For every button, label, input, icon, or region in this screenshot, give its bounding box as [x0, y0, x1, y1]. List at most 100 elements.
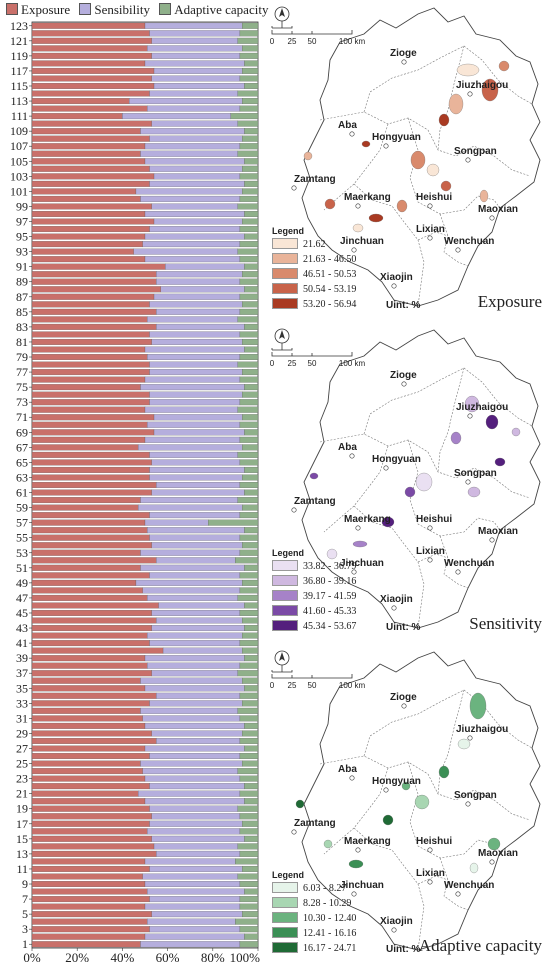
bar-sensibility-121 [151, 37, 238, 44]
bar-adaptive-38 [239, 662, 259, 669]
bar-row-8 [31, 888, 259, 895]
bar-sensibility-18 [151, 813, 241, 820]
bar-adaptive-110 [237, 120, 259, 127]
bar-row-95 [31, 233, 259, 240]
y-tick-label-37: 37 [16, 666, 28, 680]
bar-sensibility-89 [156, 278, 241, 285]
y-tick-label-83: 83 [16, 320, 28, 334]
bar-sensibility-72 [144, 406, 238, 413]
bar-sensibility-93 [133, 248, 238, 255]
bar-sensibility-67 [138, 444, 243, 451]
map-legend-label-5: 45.34 - 53.67 [303, 621, 357, 632]
city-marker-1 [401, 703, 407, 709]
bar-sensibility-6 [144, 903, 241, 910]
bar-row-75 [31, 384, 259, 391]
y-tick-label-73: 73 [16, 395, 28, 409]
bar-sensibility-106 [140, 150, 238, 157]
bar-adaptive-71 [242, 414, 259, 421]
y-tick-label-93: 93 [16, 245, 28, 259]
bar-exposure-24 [31, 768, 143, 775]
bar-row-107 [31, 143, 259, 150]
map-label-songpan: Songpan [454, 790, 497, 801]
bar-exposure-56 [31, 527, 148, 534]
y-tick-label-19: 19 [16, 802, 28, 816]
bar-adaptive-82 [239, 331, 259, 338]
bar-adaptive-28 [239, 737, 259, 744]
map-label-wenchuan: Wenchuan [444, 558, 495, 569]
map-legend-label-3: 46.51 - 50.53 [303, 269, 357, 280]
bar-sensibility-11 [149, 865, 243, 872]
map-label-zioge: Zioge [390, 692, 417, 703]
bar-sensibility-69 [153, 429, 245, 436]
bar-sensibility-76 [144, 376, 241, 383]
bar-exposure-89 [31, 278, 157, 285]
bar-adaptive-67 [242, 444, 259, 451]
county-boundary-3 [427, 451, 531, 499]
bar-row-37 [31, 670, 259, 677]
city-marker-1 [401, 381, 407, 387]
scale-label-2: 25 [288, 359, 297, 368]
city-marker-2 [467, 735, 473, 741]
bar-row-14 [31, 843, 259, 850]
bar-exposure-81 [31, 338, 152, 345]
bar-sensibility-3 [149, 926, 241, 933]
bar-sensibility-87 [153, 293, 241, 300]
bar-sensibility-8 [147, 888, 245, 895]
bar-row-52 [31, 557, 259, 564]
map-legend-title: Legend [272, 226, 305, 236]
map-label-songpan: Songpan [454, 468, 497, 479]
bar-row-18 [31, 813, 259, 820]
map-label-maerkang: Maerkang [344, 836, 391, 847]
county-boundary-7 [439, 857, 469, 911]
bar-adaptive-16 [239, 828, 259, 835]
bar-exposure-19 [31, 805, 150, 812]
bar-sensibility-101 [135, 188, 243, 195]
bar-adaptive-18 [239, 813, 259, 820]
bar-row-118 [31, 60, 259, 67]
map-label-zamtang: Zamtang [294, 496, 336, 507]
bar-exposure-25 [31, 760, 141, 767]
bar-adaptive-23 [239, 775, 259, 782]
bar-adaptive-64 [244, 466, 259, 473]
county-boundary-8 [417, 553, 449, 563]
bar-sensibility-85 [156, 308, 241, 315]
y-tick-label-51: 51 [16, 561, 28, 575]
bar-row-100 [31, 195, 259, 202]
city-marker-12 [455, 569, 461, 575]
bar-row-39 [31, 655, 259, 662]
y-tick-label-89: 89 [16, 275, 28, 289]
bar-sensibility-111 [122, 113, 232, 120]
bar-row-68 [31, 436, 259, 443]
city-marker-6 [291, 185, 297, 191]
bar-row-98 [31, 210, 259, 217]
bar-adaptive-73 [239, 399, 259, 406]
map-panel-3: 0 25 50 100 km Zioge Jiuzhaigou Aba Hongyuan Son… [268, 644, 550, 962]
bar-exposure-32 [31, 707, 141, 714]
bar-exposure-46 [31, 602, 159, 609]
bar-row-58 [31, 512, 259, 519]
map-legend-title: Legend [272, 548, 305, 558]
city-marker-12 [455, 891, 461, 897]
bar-sensibility-68 [144, 436, 241, 443]
bar-sensibility-122 [149, 30, 241, 37]
scale-label-3: 50 [308, 37, 317, 46]
map-legend-label-2: 8.28 - 10.29 [303, 898, 352, 909]
city-marker-11 [351, 569, 357, 575]
bar-row-93 [31, 248, 259, 255]
bar-adaptive-17 [242, 820, 259, 827]
bar-row-109 [31, 128, 259, 135]
bar-exposure-87 [31, 293, 155, 300]
bar-row-55 [31, 534, 259, 541]
y-tick-label-61: 61 [16, 486, 28, 500]
bar-adaptive-8 [244, 888, 259, 895]
bar-sensibility-78 [149, 361, 238, 368]
map-patch-15 [498, 60, 510, 72]
bar-exposure-43 [31, 625, 152, 632]
bar-exposure-59 [31, 504, 139, 511]
bar-exposure-95 [31, 233, 146, 240]
map-patch-11 [511, 427, 521, 437]
map-patch-4 [438, 113, 450, 127]
map-label-jiuzhaigou: Jiuzhaigou [456, 724, 509, 735]
bar-row-15 [31, 835, 259, 842]
bar-row-92 [31, 256, 259, 263]
